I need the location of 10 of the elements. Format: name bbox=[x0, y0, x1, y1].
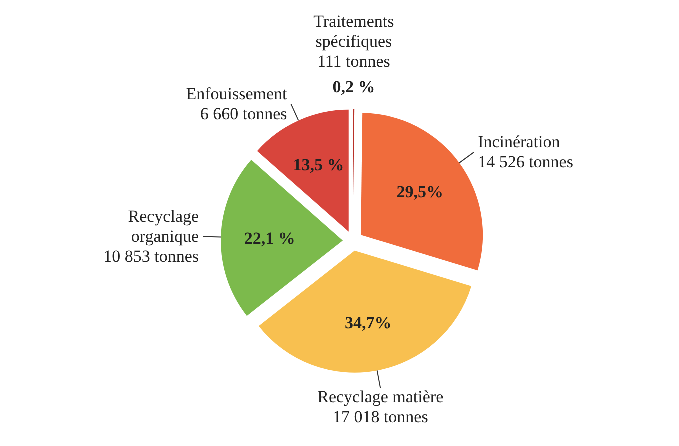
data-label: 34,7% bbox=[344, 313, 392, 332]
slice-label: Recyclage organique 10 853 tonnes bbox=[104, 206, 200, 266]
data-label: 22,1 % bbox=[244, 229, 296, 248]
slice-label: Incinération 14 526 tonnes bbox=[478, 132, 574, 172]
slice-label: Recyclage matière 17 018 tonnes bbox=[318, 387, 444, 426]
slice-label: Enfouissement 6 660 tonnes bbox=[186, 84, 288, 124]
data-label: 13,5 % bbox=[293, 156, 344, 175]
data-label: 29,5% bbox=[396, 182, 444, 202]
data-label: 0,2 % bbox=[332, 78, 376, 97]
slice-label: Traitements spécifiques 111 tonnes bbox=[314, 12, 394, 72]
